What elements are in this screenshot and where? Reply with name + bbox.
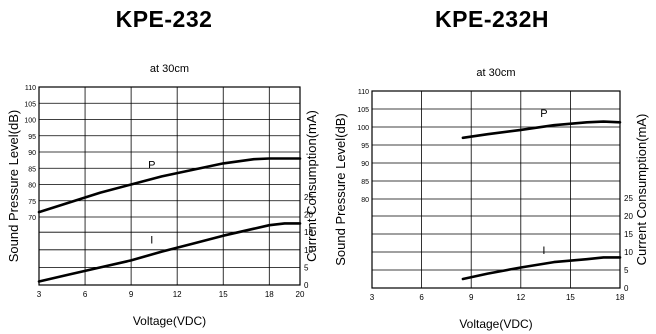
y2-tick-label: 15 (304, 228, 313, 237)
series-line-p (37, 157, 302, 214)
series-line-i (461, 256, 622, 281)
x-tick-label: 18 (265, 290, 274, 299)
series-label-p: P (540, 108, 547, 120)
model-title: KPE-232H (435, 6, 549, 32)
series-label-i: I (150, 235, 153, 247)
x-tick-label: 12 (516, 293, 525, 302)
y-tick-label: 85 (361, 179, 369, 186)
y2-tick-label: 0 (304, 281, 309, 290)
y-tick-label: 90 (361, 161, 369, 168)
series-label-p: P (148, 159, 155, 171)
y-tick-label: 100 (24, 118, 36, 125)
y2-tick-label: 0 (624, 284, 629, 293)
plot-frame (38, 86, 301, 286)
y-axis-label-right: Current Consumption(mA) (304, 110, 319, 262)
y2-tick-label: 10 (624, 248, 633, 257)
y-tick-label: 70 (28, 215, 36, 222)
x-tick-label: 15 (566, 293, 575, 302)
x-tick-label: 9 (129, 290, 134, 299)
y-tick-label: 110 (358, 89, 369, 96)
y-tick-label: 110 (25, 85, 36, 92)
y2-tick-label: 10 (304, 246, 313, 255)
x-tick-label: 18 (616, 293, 625, 302)
y-tick-label: 95 (28, 134, 36, 141)
x-tick-label: 15 (219, 290, 228, 299)
model-title: KPE-232 (115, 6, 213, 32)
y2-tick-label: 5 (304, 263, 309, 272)
y-tick-label: 95 (361, 143, 369, 150)
x-tick-label: 3 (37, 290, 42, 299)
series-line-p (461, 120, 622, 140)
y2-tick-label: 5 (624, 266, 629, 275)
y-axis-label-left: Sound Pressure Level(dB) (6, 110, 21, 262)
y2-tick-label: 15 (624, 230, 633, 239)
chart-subtitle: at 30cm (476, 67, 515, 79)
y2-tick-label: 20 (304, 211, 313, 220)
y-tick-label: 85 (28, 166, 36, 173)
y-axis-label-right: Current Consumption(mA) (634, 114, 649, 266)
y-tick-label: 75 (28, 199, 36, 206)
y-tick-label: 80 (28, 183, 36, 190)
y-tick-label: 105 (24, 101, 36, 108)
x-tick-label: 6 (419, 293, 424, 302)
series-line-i (37, 222, 302, 283)
chart-subtitle: at 30cm (150, 63, 189, 75)
y-tick-label: 80 (361, 197, 369, 204)
y-tick-label: 100 (357, 125, 369, 132)
x-tick-label: 6 (83, 290, 88, 299)
chart-kpe-232h: KPE-232H at 30cm 110 105 100 95 90 85 80 25 20 15 1… (328, 0, 656, 334)
x-axis-label: Voltage(VDC) (459, 317, 532, 331)
x-tick-label: 9 (469, 293, 474, 302)
x-tick-label: 12 (173, 290, 182, 299)
y-tick-label: 105 (357, 107, 369, 114)
x-axis-label: Voltage(VDC) (133, 314, 206, 328)
x-tick-label: 20 (296, 290, 305, 299)
chart-kpe-232: KPE-232 at 30cm 110 105 100 95 90 85 80 75 70 25 20… (6, 6, 319, 328)
y2-tick-label: 25 (624, 194, 633, 203)
y-tick-label: 90 (28, 150, 36, 157)
x-tick-label: 3 (370, 293, 375, 302)
plot-frame (371, 90, 621, 289)
y-axis-label-left: Sound Pressure Level(dB) (333, 113, 348, 265)
series-label-i: I (542, 245, 545, 257)
y2-tick-label: 25 (304, 193, 313, 202)
y2-tick-label: 20 (624, 212, 633, 221)
